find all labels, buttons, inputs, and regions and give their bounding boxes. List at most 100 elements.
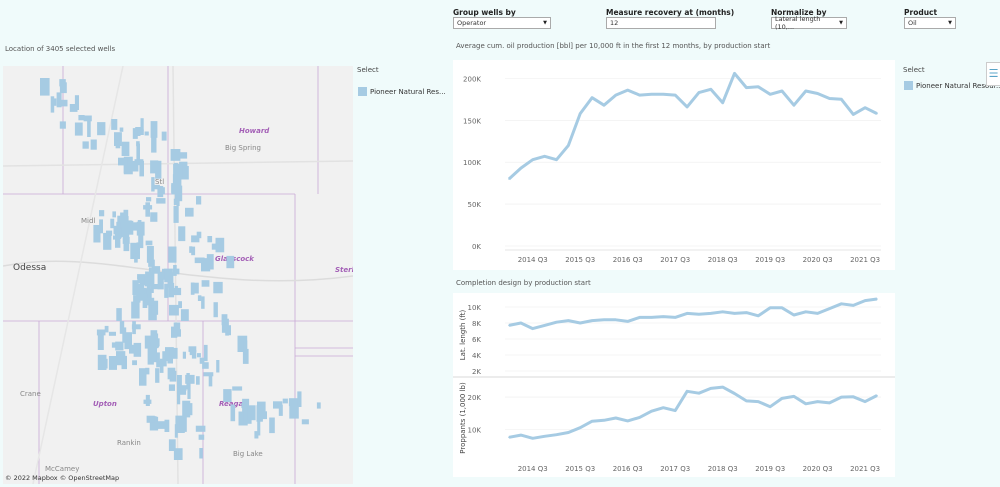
completion-chart[interactable]: 2K 4K 6K 8K 10K Lat. length (ft) 10K 20K Proppan… [453,293,895,477]
well-marker [104,325,109,333]
product-label: Product [904,8,938,17]
data-point [603,104,605,106]
well-map[interactable]: Howard Big Spring Odessa Glasscock Sterl Upto… [3,66,353,484]
data-point [626,89,629,91]
well-marker [170,149,181,161]
normalize-select[interactable]: Lateral length (10,... ▼ [771,15,847,31]
well-marker [112,211,116,218]
measure-input[interactable]: 12 [606,17,716,29]
well-marker [115,140,121,149]
data-point [591,319,593,322]
group-value: Operator [457,19,487,27]
data-point [852,396,855,398]
well-marker [108,331,116,336]
place-label: Upton [93,400,117,408]
well-marker [136,141,140,147]
well-marker [119,127,124,132]
well-marker [223,389,232,402]
data-point [603,419,605,422]
well-marker [168,439,176,451]
y-tick-label: 50K [468,201,482,209]
well-marker [119,216,129,234]
well-marker [243,340,248,355]
well-marker [198,434,205,440]
well-marker [180,309,189,321]
data-point [876,298,878,300]
production-chart[interactable]: 0K 50K 100K 150K 200K 2014 Q3 2015 Q3 2016 Q3 20… [453,60,895,270]
well-marker [247,405,256,421]
data-point [757,400,760,403]
y-tick-label: 150K [463,117,481,125]
well-marker [103,232,112,250]
menu-icon[interactable]: ☰ [986,62,1000,86]
well-marker [174,185,183,202]
data-point [520,167,522,169]
chart-legend-title: Select [903,66,925,74]
well-marker [139,368,147,386]
well-marker [154,184,160,190]
well-marker [117,229,122,239]
well-marker [168,282,175,298]
well-marker [216,360,220,373]
place-label: Sterl [335,266,353,274]
production-chart-svg: 0K 50K 100K 150K 200K 2014 Q3 2015 Q3 2016 Q3 20… [463,71,881,264]
data-point [543,435,546,438]
data-point [508,178,510,180]
y-tick-label: 8K [472,320,481,328]
data-point [757,315,760,317]
well-marker [123,209,129,218]
well-marker [132,280,139,295]
data-point [520,434,522,436]
well-marker [150,284,159,290]
place-label: Glasscock [215,255,255,263]
data-point [710,88,712,91]
well-marker [188,346,197,352]
product-value: Oil [908,19,917,27]
well-marker [131,301,140,319]
data-point [698,313,700,315]
data-point [852,113,855,116]
well-marker [138,129,144,135]
data-point [745,311,748,314]
well-marker [143,205,153,210]
road [32,66,124,484]
well-marker [151,135,157,153]
data-point [555,321,558,323]
well-marker [122,327,127,343]
well-marker [211,243,218,250]
y-axis-label: Proppants (1,000 lb) [459,382,467,454]
well-marker [102,358,108,369]
y-axis-label: Lat. length (ft) [459,310,467,361]
product-select[interactable]: Oil ▼ [904,17,956,29]
data-point [615,94,617,96]
data-point [710,312,712,315]
well-marker [132,360,137,366]
well-marker [196,231,202,239]
well-marker [151,300,159,315]
well-marker [174,285,178,291]
well-marker [131,222,138,231]
well-marker [123,164,127,174]
well-marker [178,301,182,309]
well-marker [203,344,208,362]
well-marker [171,287,182,296]
data-point [816,312,819,315]
place-label: Odessa [13,263,46,273]
well-marker [136,221,145,236]
well-marker [124,332,132,350]
data-point [828,402,831,404]
data-point [520,322,522,324]
well-marker [155,368,160,383]
well-marker [93,225,101,243]
chart-legend-item[interactable]: Pioneer Natural Resour... [904,81,1000,90]
well-marker [288,398,298,407]
well-marker [164,268,173,283]
well-marker [179,416,187,432]
group-select[interactable]: Operator ▼ [453,17,551,29]
map-legend-item[interactable]: Pioneer Natural Res... [358,87,446,96]
well-marker [199,448,203,459]
well-marker [116,221,121,231]
well-marker [156,198,166,204]
x-tick-label: 2014 Q3 [518,256,548,264]
group-label: Group wells by [453,8,516,17]
